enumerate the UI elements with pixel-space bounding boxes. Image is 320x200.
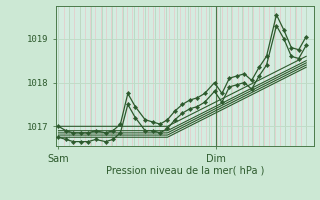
X-axis label: Pression niveau de la mer( hPa ): Pression niveau de la mer( hPa ) — [106, 165, 264, 175]
